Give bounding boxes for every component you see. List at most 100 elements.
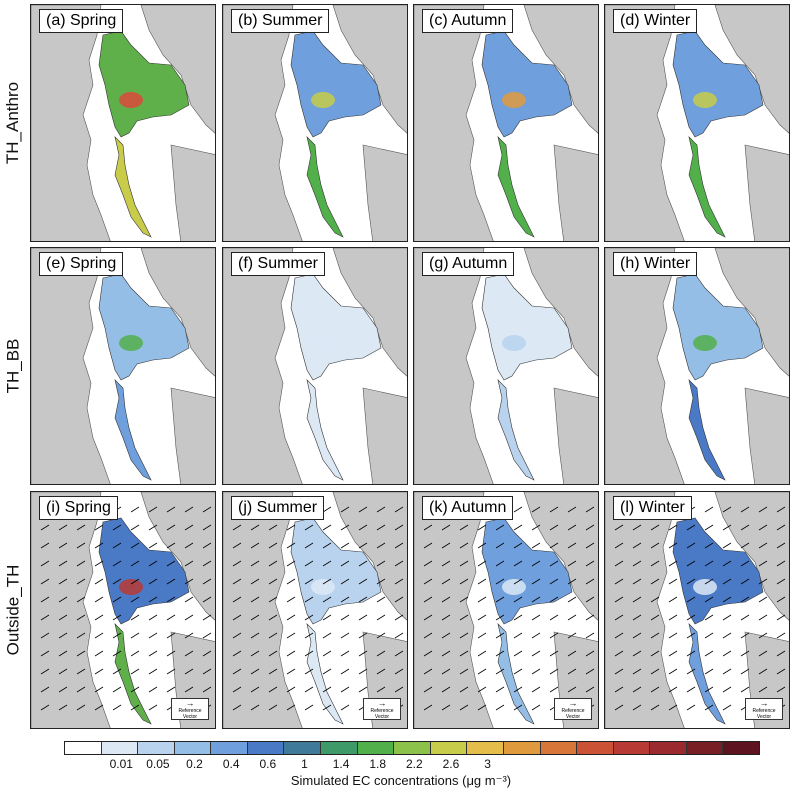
wind-vector <box>686 650 696 657</box>
wind-vector <box>668 596 678 603</box>
neighbor-land <box>170 144 215 241</box>
wind-vector <box>322 704 332 711</box>
wind-vector <box>268 578 278 585</box>
wind-vector <box>668 560 678 567</box>
map-panel-a-spring: (a) Spring <box>30 4 216 242</box>
wind-vector <box>112 560 122 567</box>
colorbar-tick-label: 1.8 <box>369 757 387 771</box>
wind-vector <box>358 506 368 513</box>
wind-vector <box>130 560 140 567</box>
wind-vector <box>250 632 260 639</box>
peninsula-field <box>497 136 535 238</box>
thailand-field <box>98 517 190 625</box>
wind-vector <box>340 596 350 603</box>
wind-vector <box>704 542 714 549</box>
wind-vector <box>614 686 624 693</box>
wind-vector <box>686 542 696 549</box>
wind-vector <box>722 632 732 639</box>
wind-vector <box>776 686 786 693</box>
map-panel-b-summer: (b) Summer <box>222 4 408 242</box>
wind-vector <box>567 506 577 513</box>
wind-vector <box>166 596 176 603</box>
wind-vector <box>477 596 487 603</box>
hotspot-field <box>502 335 526 351</box>
wind-vector <box>585 650 595 657</box>
wind-vector <box>148 596 158 603</box>
wind-vector <box>358 632 368 639</box>
wind-vector <box>650 632 660 639</box>
wind-vector <box>304 578 314 585</box>
wind-vector <box>112 524 122 531</box>
wind-vector <box>668 650 678 657</box>
wind-vector <box>495 596 505 603</box>
wind-vector <box>531 686 541 693</box>
wind-vector <box>776 650 786 657</box>
hotspot-field <box>693 579 717 595</box>
wind-vector <box>722 704 732 711</box>
wind-vector <box>549 506 559 513</box>
wind-vector <box>58 542 68 549</box>
wind-vector <box>686 686 696 693</box>
wind-vector <box>340 542 350 549</box>
neighbor-land <box>31 492 111 728</box>
wind-vector <box>322 632 332 639</box>
map-panel-k-autumn: (k) Autumn → Reference Vector <box>413 491 599 729</box>
wind-vector <box>268 596 278 603</box>
wind-vector <box>722 524 732 531</box>
wind-vector <box>459 650 469 657</box>
wind-vector <box>148 578 158 585</box>
wind-vector <box>704 650 714 657</box>
colorbar-title: Simulated EC concentrations (μg m⁻³) <box>290 773 512 788</box>
wind-vector <box>322 542 332 549</box>
wind-vector <box>549 614 559 621</box>
panel-label: (l) Winter <box>613 496 692 520</box>
panel-label: (g) Autumn <box>422 252 515 276</box>
wind-vector <box>40 524 50 531</box>
wind-vector <box>232 668 242 675</box>
wind-vector <box>650 560 660 567</box>
wind-vector <box>40 704 50 711</box>
wind-vector <box>423 578 433 585</box>
reference-vector: → Reference Vector <box>171 698 209 720</box>
wind-vector <box>441 542 451 549</box>
wind-vector <box>340 686 350 693</box>
wind-vector <box>668 704 678 711</box>
wind-vector <box>459 614 469 621</box>
wind-vector <box>632 686 642 693</box>
wind-vector <box>130 686 140 693</box>
panel-label: (c) Autumn <box>422 9 514 33</box>
wind-vector <box>376 542 386 549</box>
thailand-field <box>98 30 190 138</box>
wind-vector <box>394 560 404 567</box>
wind-vector <box>58 632 68 639</box>
wind-vector <box>776 632 786 639</box>
wind-vector <box>130 542 140 549</box>
wind-vector <box>394 542 404 549</box>
neighbor-land <box>523 492 598 621</box>
wind-vector <box>130 596 140 603</box>
wind-vector <box>76 560 86 567</box>
wind-vector <box>531 704 541 711</box>
wind-vector <box>76 614 86 621</box>
panel-label: (j) Summer <box>231 496 325 520</box>
wind-vector <box>531 596 541 603</box>
wind-vector <box>704 596 714 603</box>
peninsula-field <box>306 623 344 725</box>
wind-vector <box>477 686 487 693</box>
neighbor-land <box>140 492 215 621</box>
wind-vector <box>441 596 451 603</box>
neighbor-land <box>744 144 789 241</box>
wind-vector <box>130 668 140 675</box>
wind-vector <box>286 650 296 657</box>
wind-vector <box>567 560 577 567</box>
wind-vector <box>722 686 732 693</box>
wind-vector <box>322 506 332 513</box>
wind-vector <box>722 650 732 657</box>
wind-vector <box>441 614 451 621</box>
wind-vector <box>441 650 451 657</box>
wind-vector <box>585 578 595 585</box>
wind-vector <box>650 704 660 711</box>
wind-vector <box>567 668 577 675</box>
wind-vector <box>304 524 314 531</box>
wind-vector <box>304 560 314 567</box>
